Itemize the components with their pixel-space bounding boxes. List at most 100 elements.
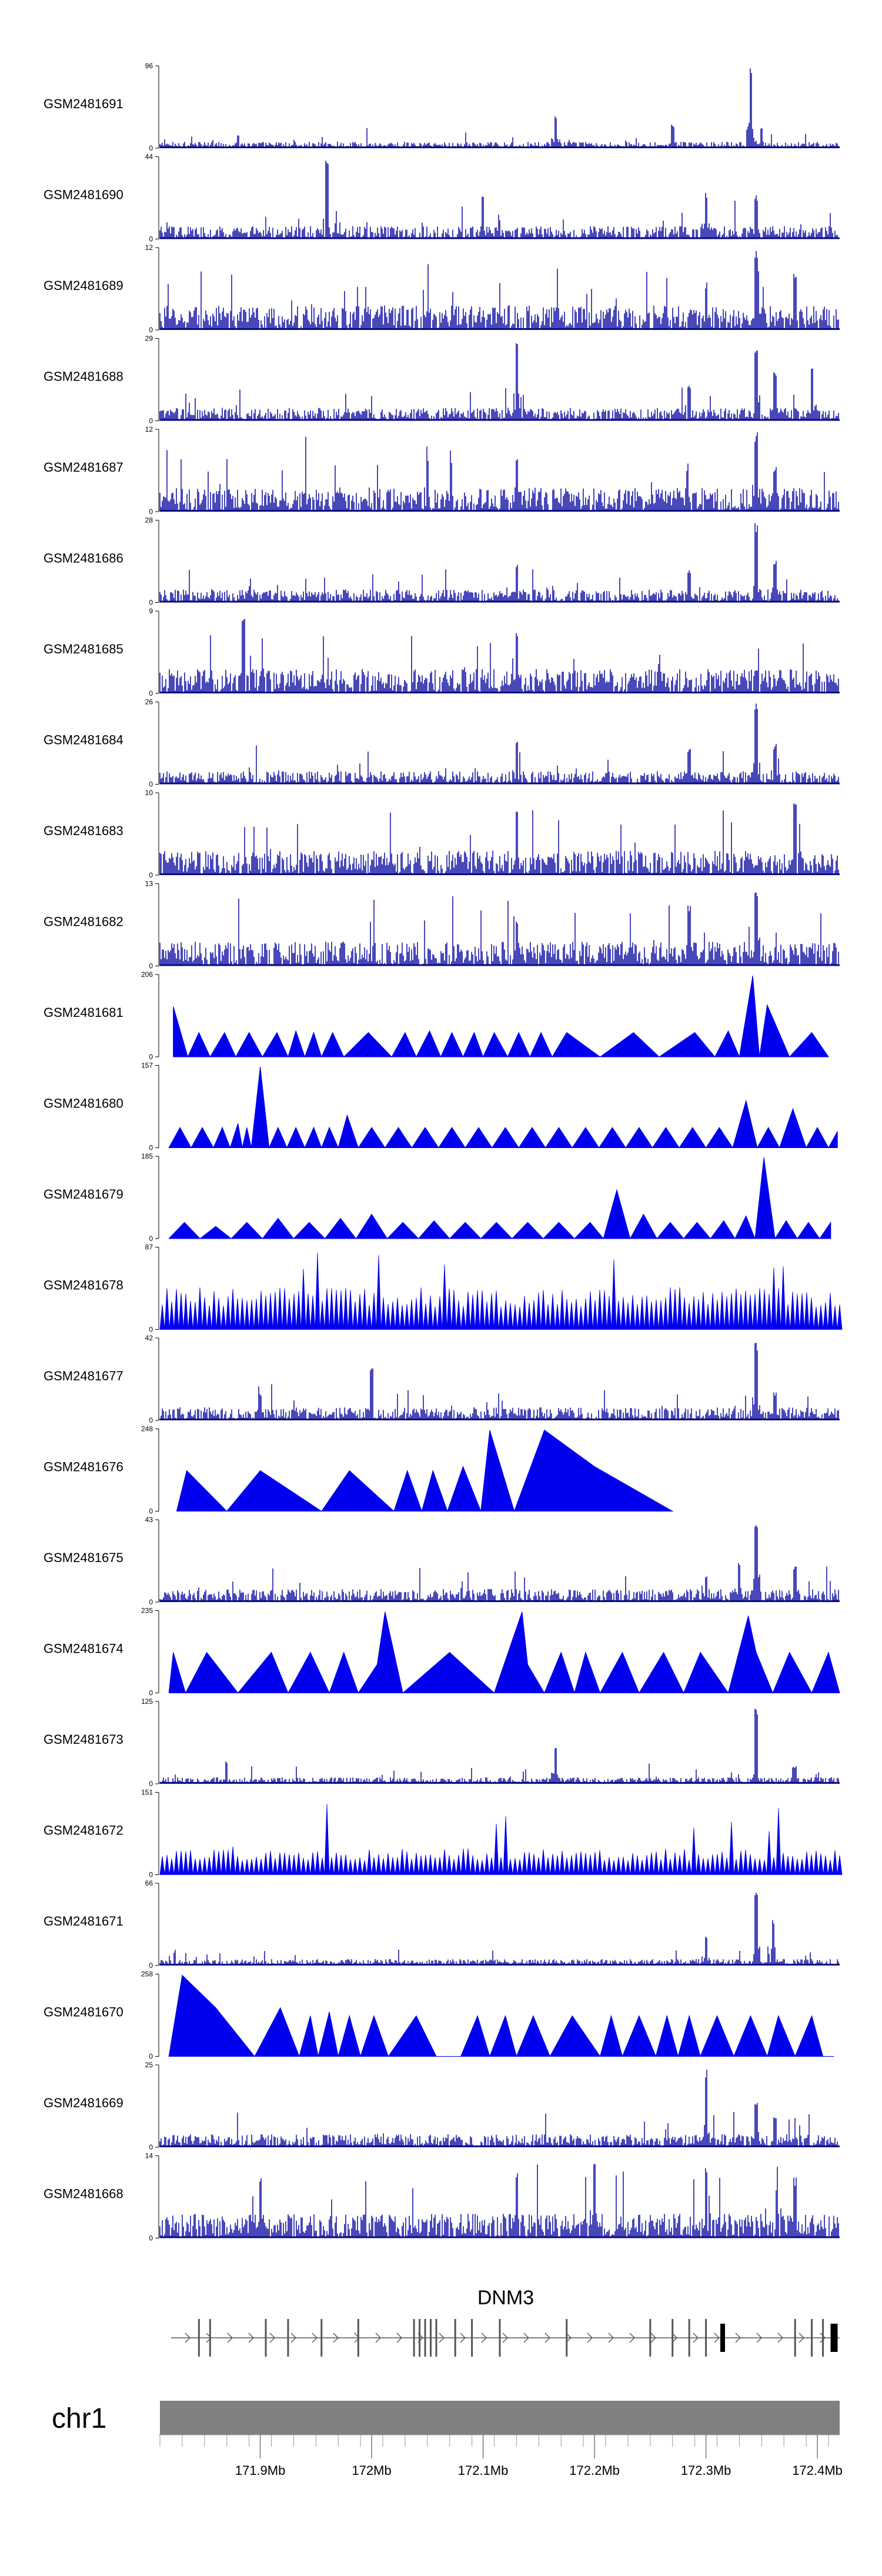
track-GSM2481683: GSM2481683 10 0 [44,789,840,879]
track-GSM2481690: GSM2481690 44 0 [44,153,840,243]
track-baseline [160,237,840,239]
gene-exon [209,2319,211,2357]
strand-arrow [650,2333,656,2343]
track-signal [159,343,839,421]
strand-arrow [756,2333,762,2343]
track-GSM2481685: GSM2481685 9 0 [44,607,840,698]
gene-exon [688,2319,690,2357]
gene-exon [649,2319,652,2357]
track-ymax-label: 14 [145,2152,153,2160]
gene-exon [499,2319,501,2357]
track-signal [159,1343,839,1420]
track-area [159,1253,843,1330]
strand-arrow [671,2333,677,2343]
track-label: GSM2481676 [44,1460,123,1474]
strand-arrow [502,2333,508,2343]
track-baseline [160,2145,840,2147]
track-baseline [160,1782,840,1784]
track-signal [159,892,839,966]
track-label: GSM2481684 [44,733,123,748]
gene-exon [419,2319,421,2357]
track-signal [159,68,839,148]
gene-exon [424,2319,426,2357]
gene-exon [794,2319,796,2357]
track-GSM2481669: GSM2481669 25 0 [44,2061,840,2151]
chromosome-label: chr1 [52,2403,106,2434]
track-signal [159,2164,839,2238]
track-ymax-label: 96 [145,62,153,70]
track-label: GSM2481668 [44,2187,123,2201]
strand-arrow [629,2333,635,2343]
strand-arrow [354,2333,360,2343]
track-ymax-label: 12 [145,425,153,433]
strand-arrow [777,2333,783,2343]
strand-arrow [693,2333,699,2343]
track-label: GSM2481682 [44,915,123,929]
gene-exon [435,2319,437,2357]
track-ymin-label: 0 [149,1234,153,1243]
track-ymin-label: 0 [149,144,153,152]
strand-arrow [375,2333,381,2343]
gene-exon [811,2319,813,2357]
track-ymin-label: 0 [149,780,153,789]
track-ymin-label: 0 [149,417,153,425]
track-label: GSM2481673 [44,1732,123,1747]
track-area [168,1611,840,1694]
track-GSM2481682: GSM2481682 13 0 [44,880,840,970]
track-GSM2481676: GSM2481676 248 0 [44,1425,674,1516]
track-ymin-label: 0 [149,508,153,516]
track-signal [159,1525,839,1602]
track-GSM2481679: GSM2481679 185 0 [44,1152,831,1243]
track-GSM2481686: GSM2481686 28 0 [44,516,840,607]
track-GSM2481680: GSM2481680 157 0 [44,1062,838,1152]
track-label: GSM2481674 [44,1641,123,1656]
track-signal [159,251,839,330]
track-ymax-label: 43 [145,1516,153,1524]
track-ymax-label: 44 [145,153,153,161]
gene-exon [830,2324,838,2352]
axis-tick-label: 171.9Mb [235,2463,286,2478]
track-label: GSM2481679 [44,1187,123,1202]
strand-arrow [523,2333,529,2343]
track-label: GSM2481691 [44,96,123,111]
track-label: GSM2481683 [44,823,123,838]
track-label: GSM2481675 [44,1550,123,1565]
strand-arrow [544,2333,550,2343]
strand-arrow [290,2333,296,2343]
axis-tick-label: 172.4Mb [792,2463,843,2478]
axis-tick-label: 172.2Mb [569,2463,620,2478]
track-signal [159,703,839,785]
track-signal [159,2070,839,2147]
track-label: GSM2481681 [44,1005,123,1020]
gene-exon [357,2319,359,2357]
gene-exon [320,2319,323,2357]
chromosome-band [160,2401,840,2435]
track-ymax-label: 10 [145,789,153,797]
track-baseline [160,964,840,966]
strand-arrow [799,2333,804,2343]
track-baseline [160,600,840,603]
track-GSM2481668: GSM2481668 14 0 [44,2152,840,2243]
track-label: GSM2481669 [44,2095,123,2110]
gene-exon [705,2319,707,2357]
track-ymax-label: 9 [149,607,153,615]
track-ymin-label: 0 [149,2053,153,2061]
track-signal [159,619,839,693]
track-ymax-label: 29 [145,335,153,343]
gene-exon [566,2319,568,2357]
track-ymax-label: 87 [145,1243,153,1252]
strand-arrow [227,2333,233,2343]
track-GSM2481675: GSM2481675 43 0 [44,1516,840,1606]
track-signal [159,1893,839,1966]
strand-arrow [460,2333,466,2343]
track-GSM2481688: GSM2481688 29 0 [44,335,840,425]
track-GSM2481673: GSM2481673 125 0 [44,1697,840,1788]
track-area [168,1974,834,2058]
track-ymin-label: 0 [149,1416,153,1424]
track-area [173,975,829,1058]
track-ymax-label: 13 [145,880,153,888]
track-ymax-label: 66 [145,1879,153,1887]
track-ymax-label: 26 [145,698,153,706]
track-GSM2481677: GSM2481677 42 0 [44,1334,840,1424]
track-signal [159,432,839,512]
